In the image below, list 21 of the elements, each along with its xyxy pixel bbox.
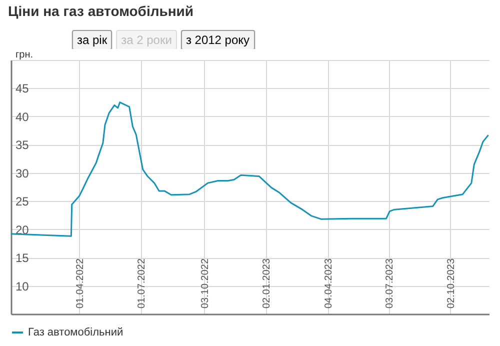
y-tick-label: 35 [16, 138, 30, 152]
y-tick-label: 45 [16, 82, 30, 96]
y-tick-label: 30 [16, 166, 30, 180]
line-series [10, 102, 490, 237]
y-tick-label: 40 [16, 110, 30, 124]
x-tick-label: 04.04.2023 [324, 258, 335, 308]
legend-label: Газ автомобільний [28, 326, 124, 338]
text: за 2 роки [116, 30, 177, 50]
x-tick-label: 01.07.2022 [136, 258, 148, 308]
x-tick-label: 02.01.2023 [261, 258, 272, 308]
y-tick-label: 10 [16, 279, 30, 294]
y-tick-label: 15 [16, 251, 30, 266]
y-tick-label: 25 [16, 194, 30, 209]
text: з 2012 року [180, 30, 255, 50]
chart-title: Ціни на газ автомобільний [8, 3, 194, 19]
text: за рік [72, 30, 112, 50]
x-tick-label: 03.07.2023 [384, 258, 396, 308]
y-axis-title: грн. [16, 50, 34, 60]
x-tick-label: 03.10.2022 [200, 258, 211, 308]
x-tick-label: 02.10.2023 [446, 258, 457, 308]
x-tick-label: 01.04.2022 [74, 258, 86, 308]
